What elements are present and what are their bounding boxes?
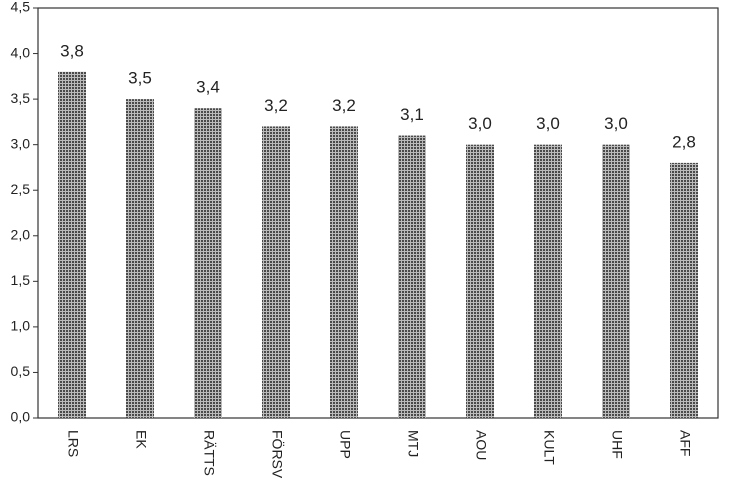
value-label: 3,2 <box>332 96 356 115</box>
x-tick-label: RÄTTS <box>201 430 217 476</box>
x-tick-label: UHF <box>609 430 625 459</box>
value-label: 3,4 <box>196 78 220 97</box>
bar <box>194 108 222 418</box>
y-tick-label: 0,0 <box>11 409 31 425</box>
x-tick-label: KULT <box>541 430 557 465</box>
y-tick-label: 0,5 <box>11 363 31 379</box>
value-label: 3,2 <box>264 96 288 115</box>
y-tick-label: 4,5 <box>11 0 31 15</box>
bar <box>670 162 698 418</box>
x-tick-label: AFF <box>677 430 693 456</box>
value-label: 3,5 <box>128 69 152 88</box>
plot-frame <box>37 7 719 419</box>
bar <box>58 71 86 419</box>
x-tick-label: UPP <box>337 430 353 459</box>
bar <box>602 144 630 418</box>
x-tick-label: AOU <box>473 430 489 460</box>
value-label: 2,8 <box>672 132 696 151</box>
value-label: 3,0 <box>604 114 628 133</box>
y-tick-label: 1,0 <box>11 318 31 334</box>
value-label: 3,0 <box>536 114 560 133</box>
bar <box>398 135 426 419</box>
x-tick-label: MTJ <box>405 430 421 457</box>
y-tick-label: 3,5 <box>11 90 31 106</box>
value-label: 3,0 <box>468 114 492 133</box>
x-tick-label: EK <box>133 430 149 449</box>
y-tick-label: 2,5 <box>11 181 31 197</box>
value-label: 3,8 <box>60 41 84 60</box>
bar <box>262 126 290 418</box>
bar <box>126 99 154 418</box>
bar <box>534 144 562 418</box>
bar <box>330 126 358 418</box>
x-tick-label: FÖRSV <box>269 430 286 479</box>
y-tick-label: 1,5 <box>11 272 31 288</box>
x-tick-label: LRS <box>65 430 81 457</box>
y-tick-label: 2,0 <box>11 226 31 242</box>
y-tick-label: 3,0 <box>11 135 31 151</box>
bar <box>466 144 494 418</box>
value-label: 3,1 <box>400 105 424 124</box>
y-tick-label: 4,0 <box>11 44 31 60</box>
